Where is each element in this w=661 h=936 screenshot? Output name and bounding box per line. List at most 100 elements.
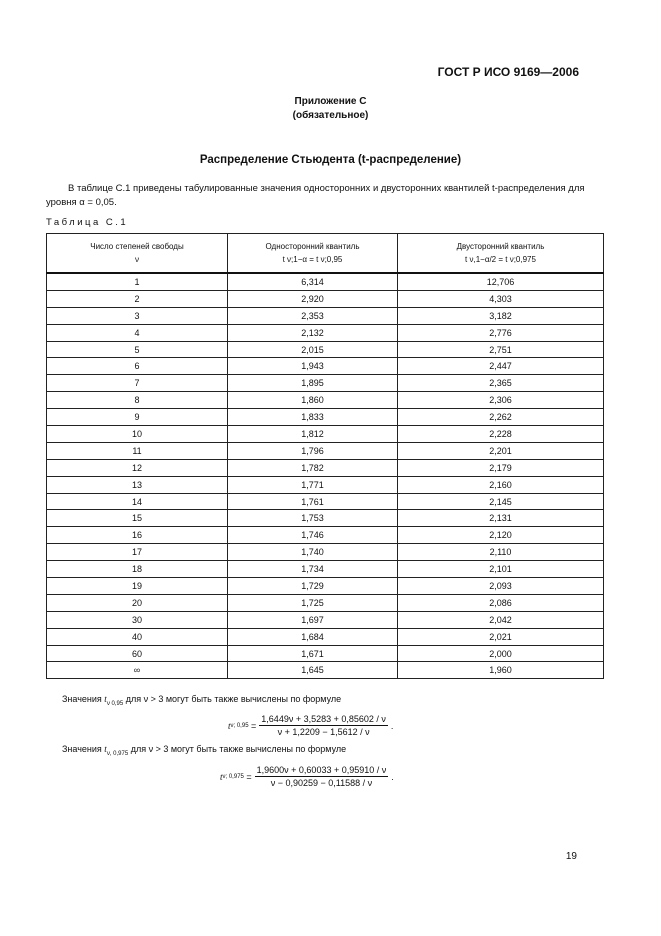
numerator: 1,6449ν + 3,5283 + 0,85602 / ν [259, 714, 388, 726]
denominator: ν + 1,2209 − 1,5612 / ν [277, 727, 370, 737]
table-row: 2 2,920 4,303 [46, 289, 604, 308]
cell-one-sided: 1,812 [227, 425, 398, 443]
cell-two-sided: 2,447 [397, 357, 604, 376]
cell-two-sided: 2,101 [397, 560, 604, 579]
cell-two-sided: 2,042 [397, 610, 604, 629]
cell-one-sided: 2,132 [227, 323, 398, 342]
cell-dof: ∞ [46, 661, 228, 680]
section-title: Распределение Стьюдента (t-распределение… [199, 154, 462, 166]
cell-one-sided: 1,645 [227, 661, 398, 680]
t-distribution-table: Число степеней свободы ν Односторонний кв… [46, 233, 604, 680]
table-row: 12 1,782 2,179 [46, 458, 604, 477]
symbol-t: t [104, 744, 107, 754]
cell-dof: 30 [46, 610, 228, 629]
cell-two-sided: 2,365 [397, 374, 604, 393]
cell-one-sided: 1,943 [227, 357, 398, 376]
table-row: 3 2,353 3,182 [46, 306, 604, 325]
cell-dof: 5 [46, 340, 228, 359]
appendix-title: Приложение С [294, 96, 367, 107]
formula-note-095: Значения tν 0,95 для ν > 3 могут быть та… [62, 694, 341, 707]
table-row: 18 1,734 2,101 [46, 560, 604, 579]
table-row: 5 2,015 2,751 [46, 340, 604, 359]
cell-two-sided: 2,120 [397, 526, 604, 545]
cell-one-sided: 1,761 [227, 492, 398, 511]
cell-dof: 4 [46, 323, 228, 342]
cell-one-sided: 1,895 [227, 374, 398, 393]
cell-dof: 13 [46, 475, 228, 494]
symbol-sub: ν; 0,95 [230, 722, 249, 729]
cell-one-sided: 2,015 [227, 340, 398, 359]
cell-two-sided: 4,303 [397, 289, 604, 308]
table-row: 14 1,761 2,145 [46, 492, 604, 511]
formula-note-0975: Значения tν, 0,975 для ν > 3 могут быть … [62, 744, 346, 757]
header-two-sided: Двусторонний квантиль t ν,1−α/2 = t ν;0,9… [397, 233, 604, 274]
cell-one-sided: 1,734 [227, 560, 398, 579]
header-symbol: ν [135, 255, 139, 264]
cell-two-sided: 2,262 [397, 408, 604, 427]
header-label: Двусторонний квантиль [456, 242, 545, 251]
cell-dof: 1 [46, 272, 228, 291]
cell-two-sided: 2,228 [397, 425, 604, 443]
cell-two-sided: 12,706 [397, 272, 604, 291]
page-number: 19 [565, 851, 577, 862]
table-row: 6 1,943 2,447 [46, 357, 604, 376]
symbol-t: t [104, 694, 107, 704]
cell-dof: 11 [46, 441, 228, 460]
cell-dof: 40 [46, 627, 228, 646]
cell-two-sided: 2,201 [397, 441, 604, 460]
cell-one-sided: 1,753 [227, 509, 398, 528]
cell-dof: 9 [46, 408, 228, 427]
cell-one-sided: 1,860 [227, 391, 398, 410]
table-row: 13 1,771 2,160 [46, 475, 604, 494]
table-row: 11 1,796 2,201 [46, 441, 604, 460]
table-row: 30 1,697 2,042 [46, 610, 604, 629]
appendix-heading: Приложение С (обязательное) [0, 95, 661, 123]
table-row: 20 1,725 2,086 [46, 593, 604, 612]
cell-two-sided: 2,021 [397, 627, 604, 646]
cell-two-sided: 2,093 [397, 577, 604, 595]
table-row: 4 2,132 2,776 [46, 323, 604, 342]
table-row: ∞ 1,645 1,960 [46, 661, 604, 680]
cell-two-sided: 2,145 [397, 492, 604, 511]
cell-dof: 3 [46, 306, 228, 325]
formula-095: t ν; 0,95 = 1,6449ν + 3,5283 + 0,85602 / … [228, 714, 394, 737]
note-text: Значения [62, 694, 102, 704]
cell-two-sided: 2,179 [397, 458, 604, 477]
cell-two-sided: 1,960 [397, 661, 604, 680]
cell-dof: 60 [46, 644, 228, 663]
standard-header: ГОСТ Р ИСО 9169—2006 [437, 65, 579, 79]
cell-one-sided: 1,729 [227, 577, 398, 595]
header-symbol: t ν,1−α/2 = t ν;0,975 [465, 255, 536, 264]
header-symbol: t ν;1−α = t ν;0,95 [282, 255, 343, 264]
formula-0975: t ν; 0,975 = 1,9600ν + 0,60033 + 0,95910 … [220, 765, 394, 788]
cell-two-sided: 2,086 [397, 593, 604, 612]
cell-dof: 12 [46, 458, 228, 477]
table-row: 17 1,740 2,110 [46, 543, 604, 562]
cell-two-sided: 2,776 [397, 323, 604, 342]
appendix-note: (обязательное) [292, 110, 369, 121]
cell-one-sided: 1,833 [227, 408, 398, 427]
table-row: 7 1,895 2,365 [46, 374, 604, 393]
cell-two-sided: 2,306 [397, 391, 604, 410]
cell-dof: 17 [46, 543, 228, 562]
note-text: Значения [62, 744, 102, 754]
cell-dof: 15 [46, 509, 228, 528]
cell-one-sided: 2,920 [227, 289, 398, 308]
cell-one-sided: 1,782 [227, 458, 398, 477]
cell-two-sided: 3,182 [397, 306, 604, 325]
cell-two-sided: 2,751 [397, 340, 604, 359]
cell-dof: 20 [46, 593, 228, 612]
intro-paragraph: В таблице С.1 приведены табулированные з… [46, 183, 585, 208]
cell-one-sided: 1,684 [227, 627, 398, 646]
cell-two-sided: 2,160 [397, 475, 604, 494]
cell-dof: 6 [46, 357, 228, 376]
table-caption: Таблица С.1 [46, 217, 129, 228]
symbol-sub: ν, 0,975 [106, 750, 129, 757]
table-row: 15 1,753 2,131 [46, 509, 604, 528]
table-row: 9 1,833 2,262 [46, 408, 604, 427]
table-row: 40 1,684 2,021 [46, 627, 604, 646]
symbol-t: t [228, 720, 231, 731]
table-row: 10 1,812 2,228 [46, 425, 604, 443]
table-row: 16 1,746 2,120 [46, 526, 604, 545]
